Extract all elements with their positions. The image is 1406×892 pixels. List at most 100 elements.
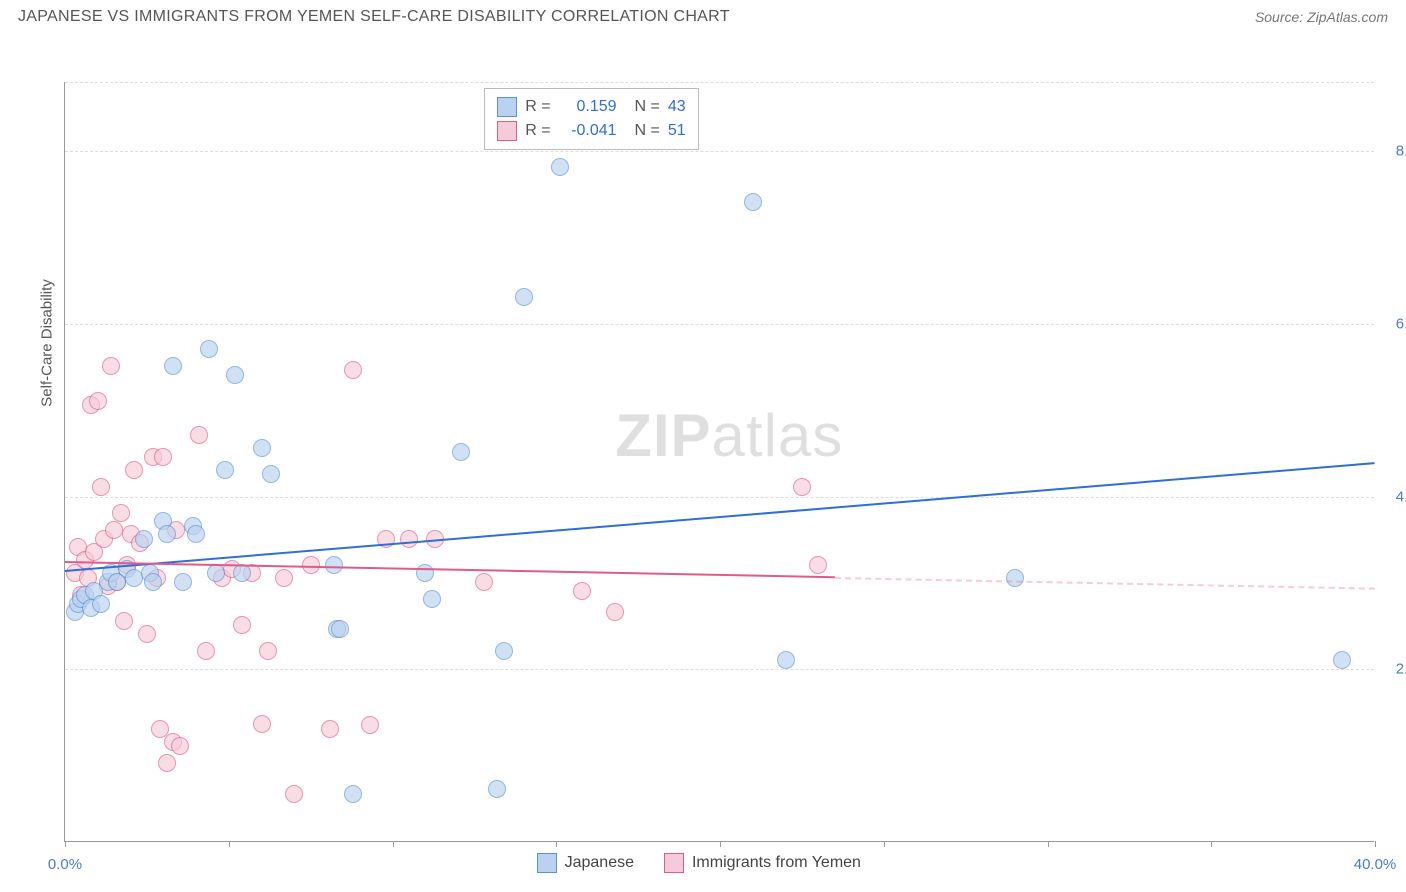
- data-point: [115, 612, 133, 630]
- n-value: 43: [668, 98, 686, 116]
- gridline: [65, 497, 1374, 498]
- x-tick: [1375, 841, 1376, 847]
- data-point: [187, 525, 205, 543]
- r-label: R =: [525, 122, 550, 140]
- data-point: [1006, 569, 1024, 587]
- source-label: Source: ZipAtlas.com: [1255, 9, 1388, 25]
- data-point: [171, 737, 189, 755]
- data-point: [452, 443, 470, 461]
- data-point: [259, 642, 277, 660]
- data-point: [144, 573, 162, 591]
- data-point: [331, 620, 349, 638]
- n-label: N =: [635, 98, 660, 116]
- data-point: [164, 357, 182, 375]
- y-axis-label: Self-Care Disability: [39, 279, 56, 407]
- x-tick: [1211, 841, 1212, 847]
- data-point: [174, 573, 192, 591]
- data-point: [344, 785, 362, 803]
- watermark: ZIPatlas: [615, 401, 843, 470]
- data-point: [158, 525, 176, 543]
- gridline: [65, 82, 1374, 83]
- data-point: [325, 556, 343, 574]
- data-point: [495, 642, 513, 660]
- legend-item: Japanese: [537, 851, 634, 875]
- data-point: [233, 616, 251, 634]
- x-tick: [556, 841, 557, 847]
- data-point: [302, 556, 320, 574]
- data-point: [488, 780, 506, 798]
- data-point: [275, 569, 293, 587]
- data-point: [361, 716, 379, 734]
- chart-title: JAPANESE VS IMMIGRANTS FROM YEMEN SELF-C…: [18, 8, 730, 26]
- data-point: [285, 785, 303, 803]
- legend-swatch: [497, 97, 517, 117]
- n-value: 51: [668, 122, 686, 140]
- data-point: [207, 564, 225, 582]
- data-point: [154, 448, 172, 466]
- x-tick: [884, 841, 885, 847]
- data-point: [809, 556, 827, 574]
- data-point: [262, 465, 280, 483]
- legend-swatch: [497, 121, 517, 141]
- data-point: [92, 478, 110, 496]
- legend-label: Japanese: [565, 854, 634, 872]
- legend-swatch: [537, 853, 557, 873]
- data-point: [400, 530, 418, 548]
- x-tick-label: 0.0%: [48, 856, 82, 873]
- data-point: [321, 720, 339, 738]
- data-point: [1333, 651, 1351, 669]
- data-point: [200, 340, 218, 358]
- gridline: [65, 151, 1374, 152]
- data-point: [190, 426, 208, 444]
- y-tick-label: 4.0%: [1380, 488, 1406, 505]
- r-label: R =: [525, 98, 550, 116]
- legend-row: R = -0.041 N = 51: [497, 119, 685, 143]
- correlation-legend: R = 0.159 N = 43 R = -0.041 N = 51: [484, 88, 698, 150]
- data-point: [135, 530, 153, 548]
- data-point: [125, 569, 143, 587]
- legend-item: Immigrants from Yemen: [664, 851, 861, 875]
- y-tick-label: 8.0%: [1380, 143, 1406, 160]
- data-point: [253, 715, 271, 733]
- x-tick-label: 40.0%: [1354, 856, 1397, 873]
- data-point: [253, 439, 271, 457]
- data-point: [226, 366, 244, 384]
- data-point: [573, 582, 591, 600]
- legend-row: R = 0.159 N = 43: [497, 95, 685, 119]
- data-point: [744, 193, 762, 211]
- data-point: [125, 461, 143, 479]
- watermark-light: atlas: [712, 402, 844, 469]
- plot-area: ZIPatlas Self-Care Disability 2.0%4.0%6.…: [64, 82, 1374, 842]
- data-point: [105, 521, 123, 539]
- y-tick-label: 6.0%: [1380, 315, 1406, 332]
- data-point: [158, 754, 176, 772]
- r-value: -0.041: [559, 122, 617, 140]
- data-point: [89, 392, 107, 410]
- trend-line-dashed: [835, 577, 1375, 590]
- data-point: [112, 504, 130, 522]
- x-tick: [393, 841, 394, 847]
- x-tick: [65, 841, 66, 847]
- legend-label: Immigrants from Yemen: [692, 854, 861, 872]
- data-point: [197, 642, 215, 660]
- trend-line: [65, 462, 1375, 572]
- x-tick: [720, 841, 721, 847]
- data-point: [102, 357, 120, 375]
- series-legend: Japanese Immigrants from Yemen: [537, 851, 861, 875]
- y-tick-label: 2.0%: [1380, 661, 1406, 678]
- r-value: 0.159: [559, 98, 617, 116]
- data-point: [475, 573, 493, 591]
- data-point: [416, 564, 434, 582]
- data-point: [138, 625, 156, 643]
- watermark-bold: ZIP: [615, 402, 711, 469]
- data-point: [515, 288, 533, 306]
- gridline: [65, 324, 1374, 325]
- legend-swatch: [664, 853, 684, 873]
- x-tick: [229, 841, 230, 847]
- data-point: [793, 478, 811, 496]
- data-point: [344, 361, 362, 379]
- data-point: [606, 603, 624, 621]
- n-label: N =: [635, 122, 660, 140]
- data-point: [216, 461, 234, 479]
- x-tick: [1048, 841, 1049, 847]
